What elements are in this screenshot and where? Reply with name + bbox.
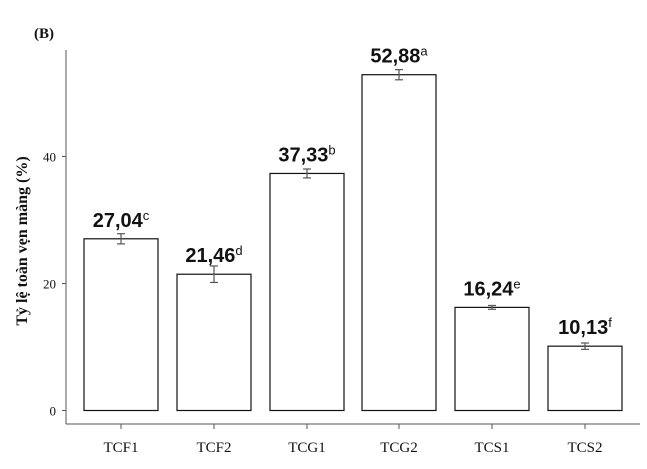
data-label-superscript: a — [420, 44, 428, 59]
data-label-superscript: f — [608, 315, 612, 330]
data-label-value: 37,33 — [278, 144, 328, 166]
x-tick-label: TCS1 — [474, 440, 509, 456]
x-tick-label: TCS2 — [567, 440, 602, 456]
data-label: 37,33b — [278, 142, 335, 166]
data-label: 21,46d — [185, 243, 242, 267]
y-tick-label: 0 — [50, 404, 57, 419]
data-label-value: 27,04 — [93, 210, 144, 232]
x-ticks: TCF1 TCF2 TCG1 TCG2 TCS1 TCS2 — [103, 424, 603, 456]
bar — [361, 74, 437, 412]
data-label: 52,88a — [370, 44, 428, 68]
y-ticks: 0 20 40 — [43, 150, 66, 419]
bar — [176, 273, 252, 412]
x-tick-label: TCF1 — [103, 440, 138, 456]
data-label: 10,13f — [558, 315, 612, 339]
x-tick-label: TCF2 — [196, 440, 231, 456]
data-label-superscript: e — [513, 276, 520, 291]
x-tick-label: TCG1 — [288, 440, 326, 456]
y-axis-label: Tỷ lệ toàn vẹn màng (%) — [14, 156, 31, 325]
data-label-value: 21,46 — [185, 245, 235, 267]
data-label-superscript: d — [235, 243, 242, 258]
bar — [83, 238, 159, 412]
data-label-superscript: b — [328, 142, 335, 157]
data-label: 27,04c — [93, 208, 150, 232]
data-label-value: 52,88 — [370, 46, 420, 68]
data-label-value: 16,24 — [463, 278, 514, 300]
bar — [454, 306, 530, 412]
bars: 27,04c 21,46d 37,33b 52,88a 16,24e 10,13f — [83, 44, 623, 412]
bar — [547, 345, 623, 412]
panel-label: (B) — [34, 26, 54, 42]
data-label-superscript: c — [143, 208, 150, 223]
y-tick-label: 20 — [43, 277, 56, 292]
y-tick-label: 40 — [43, 150, 56, 165]
data-label: 16,24e — [463, 276, 520, 300]
bar — [269, 172, 345, 412]
data-label-value: 10,13 — [558, 317, 608, 339]
x-tick-label: TCG2 — [380, 440, 418, 456]
